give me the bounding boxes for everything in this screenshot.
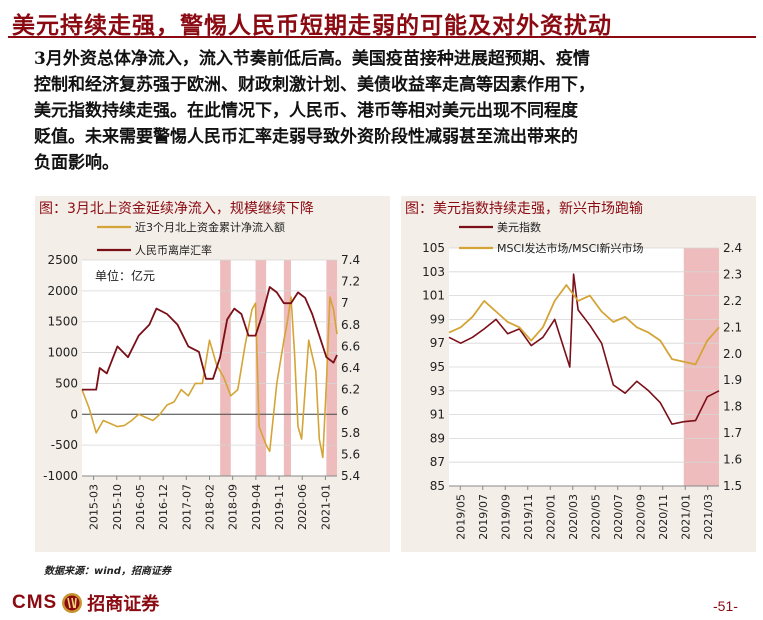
left-axis-tick: 103 [422, 265, 445, 279]
left-axis-tick: -500 [51, 438, 78, 452]
right-axis-tick: 2.2 [723, 294, 742, 308]
x-axis-tick: 2019/11 [522, 494, 535, 540]
left-axis-tick: 89 [430, 431, 445, 445]
paragraph-line: 3月外资总体净流入，流入节奏前低后高。美国疫苗接种进展超预期、疫情 [34, 49, 590, 69]
paragraph-line: 控制和经济复苏强于欧洲、财政刺激计划、美债收益率走高等因素作用下， [34, 75, 595, 95]
logo-emblem-icon [62, 593, 83, 613]
left-axis-tick: 0 [70, 407, 78, 421]
x-axis-tick: 2020/07 [612, 494, 625, 540]
x-axis-tick: 2015-10 [111, 484, 124, 530]
x-axis-tick: 2020/01 [544, 494, 557, 540]
legend-label: 近3个月北上资金累计净流入额 [135, 220, 285, 234]
shaded-period [283, 260, 291, 476]
paragraph-line: 负面影响。 [34, 153, 119, 173]
logo-cms-text: CMS [12, 592, 58, 613]
x-axis-tick: 2017-07 [180, 484, 193, 530]
right-axis-tick: 6.6 [341, 339, 360, 353]
x-axis-tick: 2020/03 [567, 494, 580, 540]
title-divider [8, 36, 756, 38]
x-axis-tick: 2019/07 [477, 494, 490, 540]
left-axis-tick: -1000 [43, 469, 78, 483]
right-axis-tick: 6.4 [341, 361, 360, 375]
x-axis-tick: 2021-01 [319, 484, 332, 530]
left-axis-tick: 99 [430, 312, 445, 326]
left-axis-tick: 91 [430, 408, 445, 422]
legend-label: 美元指数 [497, 220, 541, 234]
x-axis-tick: 2021/01 [679, 494, 692, 540]
x-axis-tick: 2016-12 [157, 484, 170, 530]
legend-label: 人民币离岸汇率 [135, 243, 212, 257]
company-logo: CMS 招商证券 [12, 590, 159, 616]
right-axis-tick: 2.1 [723, 320, 742, 334]
series-line-right-axis [82, 286, 338, 391]
right-axis-tick: 1.5 [723, 479, 742, 493]
x-axis-tick: 2018-09 [227, 484, 240, 530]
right-axis-tick: 2.0 [723, 347, 742, 361]
right-axis-tick: 5.6 [341, 447, 360, 461]
chart-panel-northbound: 图：3月北上资金延续净流入，规模继续下降 2500 2000 1500 1000 500… [35, 196, 390, 552]
x-axis-tick: 2015-03 [88, 484, 101, 530]
x-axis-tick: 2020/05 [589, 494, 602, 540]
left-axis-tick: 95 [430, 360, 445, 374]
left-axis-tick: 105 [422, 241, 445, 255]
left-axis-tick: 101 [422, 289, 445, 303]
right-axis-tick: 7 [341, 296, 349, 310]
right-axis-tick: 1.8 [723, 400, 742, 414]
series-line-right-axis [448, 284, 720, 366]
left-axis-tick: 2000 [47, 284, 78, 298]
page-number: -51- [713, 598, 738, 614]
right-axis-tick: 6.8 [341, 318, 360, 332]
x-axis-tick: 2020/09 [634, 494, 647, 540]
right-axis-tick: 2.3 [723, 267, 742, 281]
left-axis-tick: 85 [430, 479, 445, 493]
x-axis-tick: 2020/11 [657, 494, 670, 540]
right-axis-tick: 7.2 [341, 275, 360, 289]
right-axis-tick: 1.6 [723, 453, 742, 467]
chart-title: 图：美元指数持续走强，新兴市场跑输 [405, 201, 643, 217]
x-axis-tick: 2021/03 [702, 494, 715, 540]
right-axis-tick: 5.8 [341, 426, 360, 440]
left-axis-tick: 1000 [47, 346, 78, 360]
series-line-left-axis [81, 296, 338, 459]
paragraph-line: 贬值。未来需要警惕人民币汇率走弱导致外资阶段性减弱甚至流出带来的 [34, 127, 578, 147]
slide-title: 美元持续走强，警惕人民币短期走弱的可能及对外资扰动 [12, 12, 612, 39]
x-axis-tick: 2020-06 [296, 484, 309, 530]
right-axis-tick: 1.7 [723, 426, 742, 440]
northbound-chart: 2500 2000 1500 1000 500 0 -500 -1000 7.4 7.2 7 6.8 6… [43, 220, 360, 530]
logo-chinese-text: 招商证券 [87, 594, 160, 615]
unit-note: 单位：亿元 [95, 268, 155, 283]
chart-title: 图：3月北上资金延续净流入，规模继续下降 [39, 201, 314, 217]
left-axis-tick: 1500 [47, 315, 78, 329]
x-axis-tick: 2018-02 [204, 484, 217, 530]
x-axis-tick: 2019-11 [273, 484, 286, 530]
right-axis-tick: 5.4 [341, 469, 360, 483]
right-axis-tick: 2.4 [723, 241, 742, 255]
right-axis-tick: 1.9 [723, 373, 742, 387]
series-line-left-axis [448, 273, 720, 425]
paragraph-line: 美元指数持续走强。在此情况下，人民币、港币等相对美元出现不同程度 [34, 101, 578, 121]
left-axis-tick: 97 [430, 336, 445, 350]
right-axis-tick: 7.4 [341, 253, 360, 267]
legend-label: MSCI发达市场/MSCI新兴市场 [497, 241, 644, 255]
chart-panel-dollar: 图：美元指数持续走强，新兴市场跑输 105 103 101 99 97 95 93 91 89 8… [401, 196, 756, 552]
summary-paragraph: 3月外资总体净流入，流入节奏前低后高。美国疫苗接种进展超预期、疫情 控制和经济复… [34, 46, 750, 176]
dollar-index-chart: 105 103 101 99 97 95 93 91 89 87 85 2.4 2.3 2.2 2.1 2.0… [422, 220, 742, 540]
right-axis-tick: 6.2 [341, 383, 360, 397]
x-axis-tick: 2019-04 [250, 484, 263, 530]
data-source-note: 数据来源：wind，招商证券 [44, 566, 171, 577]
shaded-period [326, 260, 337, 476]
x-axis-tick: 2019/05 [454, 494, 467, 540]
right-axis-tick: 6 [341, 404, 349, 418]
shaded-period [220, 260, 231, 476]
x-axis-tick: 2019/09 [499, 494, 512, 540]
left-axis-tick: 2500 [47, 253, 78, 267]
x-axis-tick: 2016-05 [134, 484, 147, 530]
left-axis-tick: 93 [430, 384, 445, 398]
left-axis-tick: 87 [430, 455, 445, 469]
left-axis-tick: 500 [55, 376, 78, 390]
shaded-period [255, 260, 267, 476]
